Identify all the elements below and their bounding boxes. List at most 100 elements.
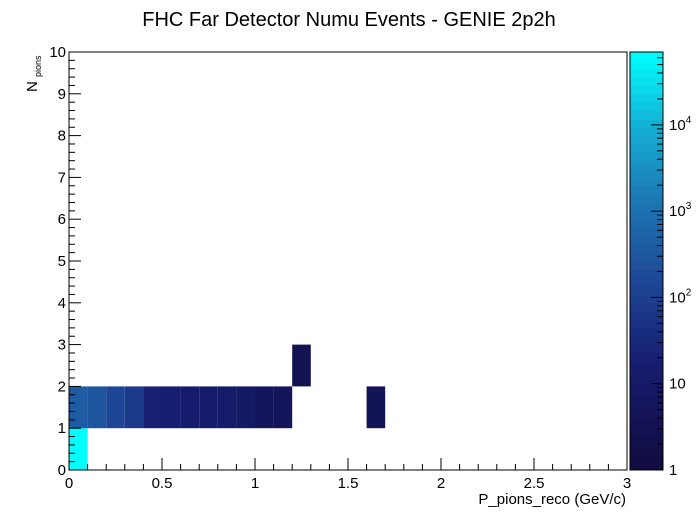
heatmap-cell (366, 386, 386, 429)
colorbar-band (630, 210, 663, 220)
x-axis-ticks (68, 458, 628, 470)
x-axis-title: P_pions_reco (GeV/c) (478, 491, 626, 508)
heatmap-cell (143, 386, 162, 429)
colorbar-band (630, 185, 663, 195)
colorbar-band (630, 60, 663, 70)
colorbar-band (630, 277, 663, 287)
svg-text:N pions: N pions (24, 55, 43, 92)
colorbar-band (630, 152, 663, 162)
colorbar-band (630, 261, 663, 270)
x-tick-label: 0.5 (152, 475, 173, 492)
x-tick-label: 1 (251, 475, 259, 492)
colorbar-band (630, 327, 663, 337)
colorbar-band (630, 386, 663, 396)
y-axis-title-sub: pions (33, 55, 43, 77)
x-tick-label: 0 (65, 475, 73, 492)
colorbar-band (630, 77, 663, 86)
colorbar-band (630, 202, 663, 212)
y-axis-title-main: N (24, 81, 41, 92)
heatmap-cell (162, 386, 181, 429)
colorbar-band (630, 160, 663, 170)
colorbar-band (630, 52, 663, 61)
colorbar-band (630, 344, 663, 354)
colorbar-band (630, 227, 663, 237)
colorbar-band (630, 244, 663, 254)
heatmap-cell (236, 386, 255, 429)
colorbar-band (630, 394, 663, 404)
heatmap-cell (273, 386, 293, 429)
colorbar-band (630, 93, 663, 103)
colorbar-band (630, 286, 663, 295)
heatmap-cell (217, 386, 237, 429)
y-tick-label: 4 (58, 295, 66, 312)
colorbar-band (630, 378, 663, 387)
colorbar-band (630, 102, 663, 112)
colorbar-band (630, 453, 663, 463)
colorbar-tick-label: 102 (669, 287, 692, 306)
colorbar-band (630, 110, 663, 120)
colorbar-band (630, 411, 663, 421)
colorbar-tick-label: 1 (669, 462, 677, 479)
colorbar (630, 52, 663, 471)
y-tick-label: 8 (58, 128, 66, 145)
colorbar-tick-label: 104 (669, 115, 692, 134)
colorbar-band (630, 219, 663, 229)
y-tick-label: 10 (49, 44, 66, 61)
colorbar-band (630, 352, 663, 362)
colorbar-band (630, 135, 663, 145)
colorbar-band (630, 403, 663, 412)
colorbar-band (630, 369, 663, 379)
colorbar-band (630, 461, 663, 471)
colorbar-band (630, 428, 663, 438)
heatmap-cell (292, 344, 311, 387)
heatmap-cell (69, 386, 88, 429)
heatmap-cell (124, 386, 144, 429)
colorbar-band (630, 68, 663, 78)
colorbar-band (630, 444, 663, 454)
heatmap-cells (69, 344, 386, 470)
chart-title: FHC Far Detector Numu Events - GENIE 2p2… (142, 9, 555, 31)
heatmap-cell (199, 386, 218, 429)
colorbar-band (630, 302, 663, 312)
heatmap-cell (87, 386, 107, 429)
colorbar-tick-labels: 1 10 102 103 104 (669, 115, 692, 479)
colorbar-band (630, 361, 663, 371)
colorbar-band (630, 419, 663, 429)
colorbar-band (630, 127, 663, 137)
x-tick-label: 1.5 (338, 475, 359, 492)
colorbar-band (630, 269, 663, 279)
colorbar-band (630, 143, 663, 153)
x-tick-label: 3 (623, 475, 631, 492)
y-tick-label: 2 (58, 378, 66, 395)
colorbar-band (630, 319, 663, 329)
y-tick-label: 9 (58, 86, 66, 103)
colorbar-band (630, 118, 663, 128)
colorbar-frame (629, 51, 664, 471)
y-tick-label: 5 (58, 253, 66, 270)
colorbar-band (630, 336, 663, 346)
colorbar-band (630, 169, 663, 178)
colorbar-band (630, 235, 663, 245)
colorbar-ticks (651, 51, 663, 471)
colorbar-band (630, 252, 663, 262)
y-axis-title: N pions (24, 55, 43, 92)
colorbar-band (630, 85, 663, 95)
colorbar-band (630, 436, 663, 446)
y-tick-label: 3 (58, 337, 66, 354)
heatmap-cell (69, 428, 88, 470)
heatmap-cell (255, 386, 274, 429)
y-axis-tick-labels: 0 1 2 3 4 5 6 7 8 9 10 (49, 44, 66, 479)
x-tick-label: 2 (437, 475, 445, 492)
colorbar-band (630, 311, 663, 321)
x-axis-tick-labels: 0 0.5 1 1.5 2 2.5 3 (65, 475, 631, 492)
x-tick-label: 2.5 (524, 475, 545, 492)
heatmap-cell (106, 386, 125, 429)
y-tick-label: 6 (58, 211, 66, 228)
y-tick-label: 7 (58, 169, 66, 186)
heatmap-cell (180, 386, 200, 429)
y-tick-label: 0 (58, 462, 66, 479)
colorbar-tick-label: 10 (669, 376, 686, 393)
colorbar-band (630, 294, 663, 304)
y-tick-label: 1 (58, 420, 66, 437)
